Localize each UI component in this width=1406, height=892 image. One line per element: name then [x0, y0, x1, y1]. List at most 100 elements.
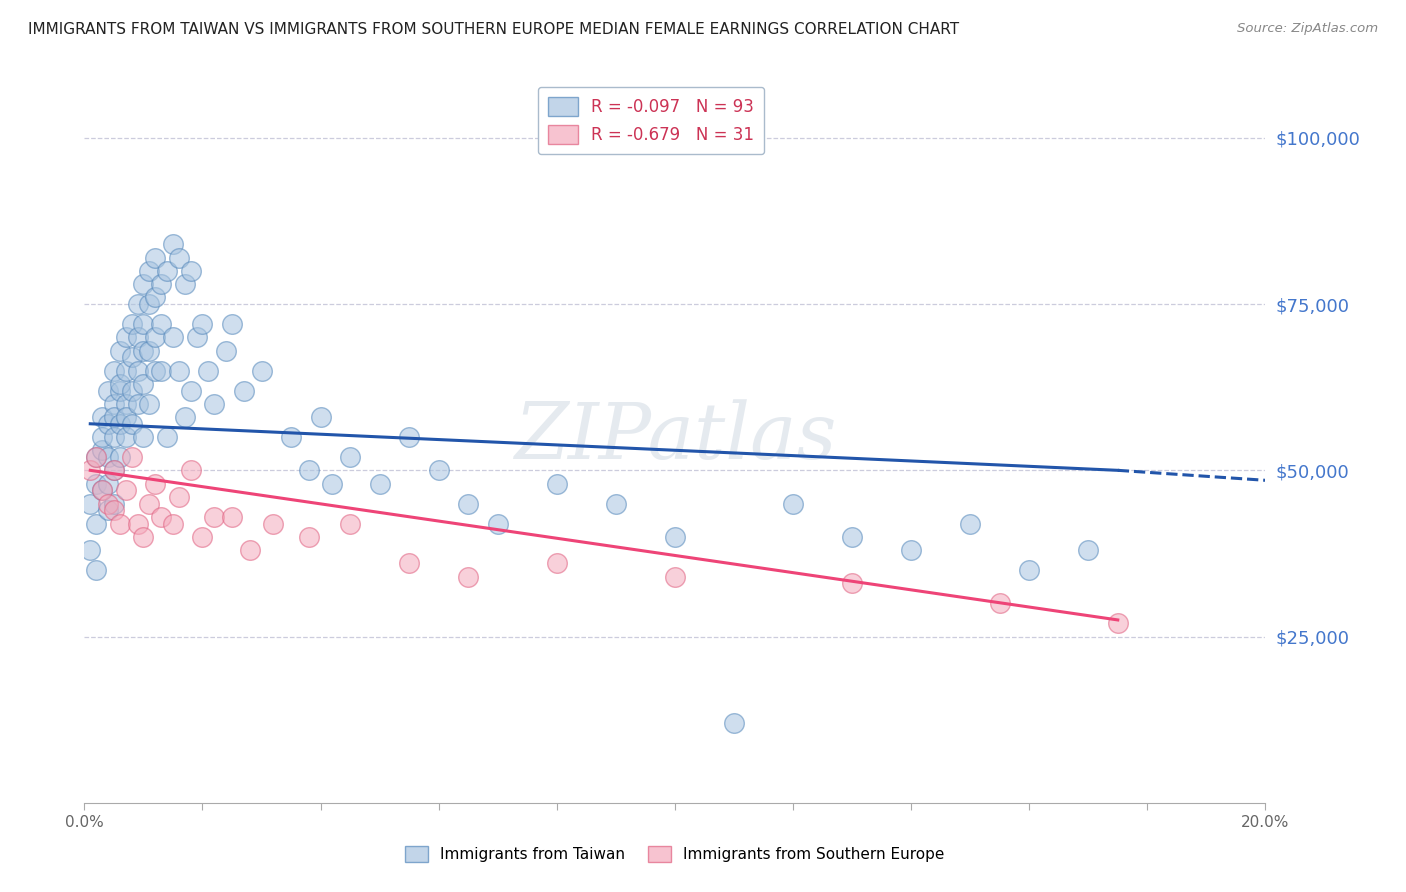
Point [127, 397, 149, 411]
Point [132, 277, 155, 292]
Point [103, 410, 125, 425]
Point [103, 497, 125, 511]
Point [186, 330, 208, 344]
Point [202, 397, 225, 411]
Point [173, 277, 195, 292]
Point [162, 516, 184, 531]
Point [84, 450, 107, 464]
Point [79, 463, 101, 477]
Point [221, 509, 243, 524]
Point [132, 376, 155, 391]
Point [156, 430, 179, 444]
Point [108, 450, 131, 464]
Point [84, 563, 107, 577]
Point [321, 476, 343, 491]
Point [108, 516, 131, 531]
Point [1077, 543, 1099, 558]
Text: IMMIGRANTS FROM TAIWAN VS IMMIGRANTS FROM SOUTHERN EUROPE MEDIAN FEMALE EARNINGS: IMMIGRANTS FROM TAIWAN VS IMMIGRANTS FRO… [28, 22, 959, 37]
Point [546, 557, 568, 571]
Point [959, 516, 981, 531]
Point [900, 543, 922, 558]
Point [173, 410, 195, 425]
Point [143, 476, 166, 491]
Point [723, 716, 745, 731]
Point [91, 443, 114, 458]
Point [167, 251, 190, 265]
Point [97, 503, 120, 517]
Point [664, 530, 686, 544]
Point [127, 330, 149, 344]
Point [132, 530, 155, 544]
Point [143, 251, 166, 265]
Point [91, 410, 114, 425]
Point [841, 530, 863, 544]
Point [143, 290, 166, 304]
Point [605, 497, 627, 511]
Point [841, 576, 863, 591]
Point [457, 497, 479, 511]
Point [132, 343, 155, 358]
Point [1107, 616, 1129, 631]
Point [156, 264, 179, 278]
Point [143, 363, 166, 377]
Point [127, 363, 149, 377]
Point [368, 476, 391, 491]
Point [138, 264, 160, 278]
Point [180, 264, 202, 278]
Point [84, 516, 107, 531]
Point [180, 384, 202, 398]
Point [782, 497, 804, 511]
Point [221, 317, 243, 331]
Point [103, 463, 125, 477]
Point [457, 570, 479, 584]
Point [114, 483, 136, 498]
Point [138, 297, 160, 311]
Point [138, 343, 160, 358]
Point [398, 430, 420, 444]
Legend: Immigrants from Taiwan, Immigrants from Southern Europe: Immigrants from Taiwan, Immigrants from … [399, 840, 950, 868]
Text: Source: ZipAtlas.com: Source: ZipAtlas.com [1237, 22, 1378, 36]
Point [427, 463, 450, 477]
Point [486, 516, 509, 531]
Point [97, 476, 120, 491]
Point [167, 490, 190, 504]
Point [103, 503, 125, 517]
Point [197, 363, 219, 377]
Point [84, 476, 107, 491]
Point [121, 317, 143, 331]
Point [114, 410, 136, 425]
Point [108, 376, 131, 391]
Point [1018, 563, 1040, 577]
Point [132, 317, 155, 331]
Point [91, 483, 114, 498]
Point [298, 530, 321, 544]
Point [114, 430, 136, 444]
Point [97, 450, 120, 464]
Point [127, 516, 149, 531]
Point [103, 397, 125, 411]
Point [202, 509, 225, 524]
Point [97, 417, 120, 431]
Point [79, 497, 101, 511]
Point [339, 516, 361, 531]
Point [339, 450, 361, 464]
Point [664, 570, 686, 584]
Point [262, 516, 284, 531]
Point [121, 351, 143, 365]
Point [150, 277, 173, 292]
Point [191, 317, 214, 331]
Point [103, 463, 125, 477]
Point [143, 330, 166, 344]
Point [84, 450, 107, 464]
Point [988, 596, 1011, 610]
Point [114, 330, 136, 344]
Point [250, 363, 273, 377]
Point [91, 430, 114, 444]
Point [309, 410, 332, 425]
Point [398, 557, 420, 571]
Point [138, 497, 160, 511]
Point [215, 343, 238, 358]
Point [191, 530, 214, 544]
Point [114, 363, 136, 377]
Point [103, 363, 125, 377]
